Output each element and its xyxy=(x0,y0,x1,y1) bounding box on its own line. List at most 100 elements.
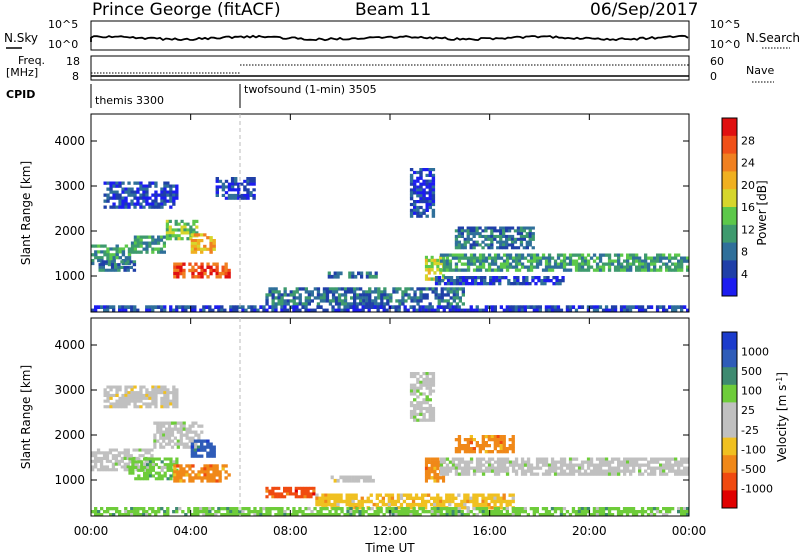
velocity-cell xyxy=(188,427,192,431)
velocity-cell xyxy=(413,409,417,414)
velocity-cell xyxy=(413,374,417,379)
power-cell xyxy=(514,262,519,266)
velocity-cell xyxy=(580,513,585,517)
power-cell xyxy=(487,234,491,238)
power-cell xyxy=(577,265,582,269)
power-cell xyxy=(211,308,215,313)
power-cell xyxy=(499,229,503,233)
velocity-cell xyxy=(160,402,164,406)
power-cell xyxy=(502,229,506,233)
velocity-cell xyxy=(436,507,440,511)
velocity-cell xyxy=(677,510,681,514)
velocity-cell xyxy=(490,493,494,497)
velocity-cell xyxy=(215,464,219,468)
power-cell xyxy=(175,190,179,194)
velocity-cell xyxy=(439,507,443,511)
velocity-cell xyxy=(469,496,473,500)
power-cell xyxy=(478,243,482,247)
xtick-label: 00:00 xyxy=(672,524,707,538)
velocity-cell xyxy=(134,477,138,481)
power-cell xyxy=(647,262,651,266)
velocity-cell xyxy=(294,495,298,499)
velocity-cell xyxy=(354,478,358,483)
velocity-cell xyxy=(197,473,201,477)
power-cell xyxy=(455,296,459,300)
velocity-cell xyxy=(221,467,225,471)
power-cell xyxy=(543,276,547,280)
power-cell xyxy=(442,262,447,266)
power-cell xyxy=(133,181,137,185)
velocity-cell xyxy=(411,496,416,500)
velocity-cell xyxy=(421,510,425,514)
power-cell xyxy=(304,290,308,294)
velocity-cell xyxy=(238,510,242,514)
velocity-cell xyxy=(163,396,167,400)
velocity-cell xyxy=(589,460,594,464)
velocity-cell xyxy=(577,466,582,470)
power-cell xyxy=(604,253,609,257)
velocity-cell xyxy=(496,444,500,448)
power-cell xyxy=(541,256,546,260)
velocity-cell xyxy=(499,506,503,510)
power-cell xyxy=(442,253,447,257)
velocity-cell xyxy=(445,466,450,470)
power-cell xyxy=(151,193,155,197)
power-cell xyxy=(523,305,527,309)
velocity-cell xyxy=(165,421,169,425)
power-cell xyxy=(142,187,146,191)
colorbar-frame xyxy=(721,117,738,297)
power-ylabel: Slant Range [km] xyxy=(19,161,33,265)
velocity-cell xyxy=(114,454,118,458)
power-cell xyxy=(295,308,299,313)
velocity-cell xyxy=(179,473,183,477)
velocity-cell xyxy=(157,457,161,461)
velocity-cell xyxy=(408,502,413,507)
velocity-cell xyxy=(185,433,189,437)
power-cell xyxy=(413,182,417,186)
velocity-cell xyxy=(97,513,101,517)
velocity-cell xyxy=(481,507,485,511)
velocity-cell xyxy=(385,510,389,514)
velocity-cell xyxy=(658,510,663,514)
power-cell xyxy=(452,293,456,297)
power-cell xyxy=(472,262,477,266)
power-cell xyxy=(246,193,250,197)
velocity-cell xyxy=(514,472,519,476)
power-cell xyxy=(427,268,431,272)
velocity-cell xyxy=(173,424,177,428)
velocity-cell xyxy=(475,457,480,461)
velocity-cell xyxy=(108,468,113,472)
power-cell xyxy=(215,177,219,181)
velocity-cell xyxy=(300,489,304,493)
velocity-cell xyxy=(348,496,352,500)
velocity-cell xyxy=(172,402,176,406)
velocity-cell xyxy=(148,507,152,511)
power-cell xyxy=(208,308,212,313)
velocity-cell xyxy=(674,457,678,461)
power-cell xyxy=(142,199,146,203)
velocity-cell xyxy=(487,463,492,467)
power-cell xyxy=(565,262,570,266)
power-cell xyxy=(523,308,527,313)
power-cell xyxy=(640,305,645,309)
velocity-cell xyxy=(445,513,449,517)
velocity-cell xyxy=(665,507,669,511)
velocity-cell xyxy=(136,399,140,403)
power-cell xyxy=(124,205,128,209)
velocity-cell xyxy=(424,499,428,504)
velocity-cell xyxy=(193,510,197,514)
power-cell xyxy=(644,265,648,269)
velocity-cell xyxy=(580,472,585,476)
power-cell xyxy=(454,229,459,233)
power-cell xyxy=(154,181,158,185)
velocity-cell xyxy=(547,463,552,467)
power-cell xyxy=(493,268,498,272)
velocity-cell xyxy=(241,507,245,511)
velocity-cell xyxy=(490,496,494,500)
power-cell xyxy=(383,293,387,297)
power-cell xyxy=(101,268,105,272)
power-cell xyxy=(360,274,364,279)
velocity-cell xyxy=(601,457,606,461)
velocity-cell xyxy=(490,435,494,439)
power-cell xyxy=(392,287,396,291)
